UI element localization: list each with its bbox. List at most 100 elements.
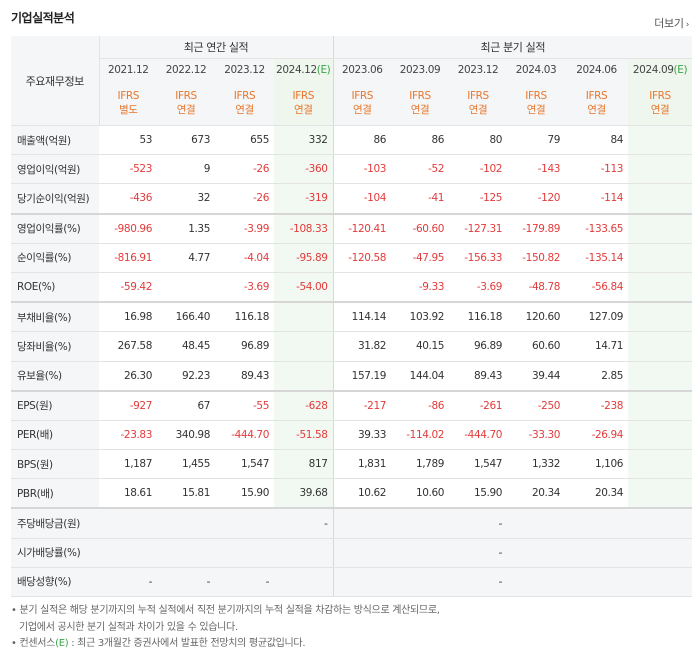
table-cell: -: [449, 567, 508, 598]
accounting-standard-cell: IFRS 연결: [333, 81, 392, 126]
consolidation-label: 연결: [650, 104, 670, 116]
period-header: 2024.03: [507, 58, 566, 81]
table-cell: 120.60: [507, 301, 566, 333]
table-cell: -102: [449, 154, 508, 185]
table-cell: [274, 567, 334, 598]
period-header: 2021.12: [99, 58, 157, 81]
table-cell: -95.89: [274, 243, 334, 273]
estimate-mark: (E): [316, 64, 331, 76]
table-row: BPS(원) 1,187 1,455 1,547 817 1,831 1,789 1,547 1…: [11, 449, 693, 480]
table-cell: 1.35: [157, 212, 215, 244]
period-row: 2021.12 2022.12 2023.12 2024.12(E) 2023.06 20…: [11, 58, 693, 81]
table-cell: -120.41: [333, 212, 392, 244]
table-cell: -156.33: [449, 243, 508, 273]
table-cell: -: [99, 567, 157, 598]
period-header: 2024.09(E): [628, 58, 693, 81]
table-row: PBR(배) 18.61 15.81 15.90 39.68 10.62 10.60 15.9…: [11, 478, 693, 509]
row-label: 배당성향(%): [11, 567, 99, 598]
table-cell: 86: [333, 125, 392, 156]
row-header-label: 주요재무정보: [11, 36, 100, 126]
table-cell: 84: [565, 125, 629, 156]
table-row: 배당성향(%) - - - -: [11, 567, 693, 598]
quarter-group-header: 최근 분기 실적: [333, 36, 693, 59]
consolidation-label: 연결: [353, 104, 372, 116]
period-header: 2022.12: [157, 58, 215, 81]
table-cell: [628, 420, 693, 451]
table-cell: -238: [565, 389, 629, 421]
accounting-standard-cell: IFRS 별도: [99, 81, 157, 126]
table-cell: [157, 507, 215, 539]
row-label: EPS(원): [11, 389, 99, 421]
table-cell: -980.96: [99, 212, 157, 244]
table-cell: 89.43: [215, 361, 274, 392]
table-cell: -33.30: [507, 420, 566, 451]
chevron-right-icon: ›: [685, 20, 690, 30]
table-cell: 1,332: [507, 449, 566, 480]
table-row: 부채비율(%) 16.98 166.40 116.18 114.14 103.92 116.…: [11, 301, 693, 333]
table-row: ROE(%) -59.42 -3.69 -54.00 -9.33 -3.69 -48.78-…: [11, 272, 693, 303]
table-cell: 96.89: [449, 331, 508, 362]
row-label: 영업이익(억원): [11, 154, 99, 185]
table-cell: [628, 183, 693, 215]
table-row: 유보율(%) 26.30 92.23 89.43 157.19 144.04 89.43 39…: [11, 361, 693, 392]
note-consensus-label: 컨센서스: [19, 638, 56, 649]
table-cell: 79: [507, 125, 566, 156]
table-cell: 15.90: [449, 478, 508, 509]
more-label[interactable]: 더보기: [654, 17, 684, 30]
table-cell: -523: [99, 154, 157, 185]
table-cell: 48.45: [157, 331, 215, 362]
table-cell: -48.78: [507, 272, 566, 303]
table-cell: -4.04: [215, 243, 274, 273]
table-cell: [274, 361, 334, 392]
row-label: PER(배): [11, 420, 99, 451]
row-label: 당기순이익(억원): [11, 183, 99, 215]
ifrs-label: IFRS: [525, 90, 547, 102]
table-cell: -26: [215, 183, 274, 215]
table-cell: -120.58: [333, 243, 392, 273]
table-cell: [215, 538, 274, 568]
table-cell: 340.98: [157, 420, 215, 451]
table-cell: 20.34: [565, 478, 629, 509]
table-cell: 817: [274, 449, 334, 480]
table-cell: 16.98: [99, 301, 157, 333]
table-cell: [99, 538, 157, 568]
table-cell: -125: [449, 183, 508, 215]
row-label: 매출액(억원): [11, 125, 99, 156]
table-cell: [628, 538, 693, 568]
table-cell: 10.62: [333, 478, 392, 509]
accounting-standard-cell: IFRS 연결: [565, 81, 629, 126]
note-consensus-text: : 최근 3개월간 증권사에서 발표한 전망치의 평균값입니다.: [71, 638, 306, 649]
consolidation-label: 연결: [235, 104, 254, 116]
table-cell: -60.60: [391, 212, 450, 244]
table-cell: 103.92: [391, 301, 450, 333]
table-cell: [628, 331, 693, 362]
consolidation-label: 연결: [176, 104, 196, 116]
ifrs-label: IFRS: [409, 90, 431, 102]
note-line-2: 기업에서 공시한 분기 실적과 차이가 있을 수 있습니다.: [19, 622, 238, 633]
period-label: 2024.12: [276, 64, 317, 76]
period-label: 2023.12: [457, 64, 499, 76]
table-cell: -628: [274, 389, 334, 421]
table-cell: -: [215, 567, 274, 598]
note-line-3: • 컨센서스(E) : 최근 3개월간 증권사에서 발표한 전망치의 평균값입니…: [11, 638, 306, 649]
table-cell: [628, 449, 693, 480]
table-cell: -108.33: [274, 212, 334, 244]
table-cell: 10.60: [391, 478, 450, 509]
table-cell: 92.23: [157, 361, 215, 392]
row-label: 시가배당률(%): [11, 538, 99, 568]
more-link[interactable]: 더보기 ›: [654, 15, 689, 31]
table-cell: 89.43: [449, 361, 508, 392]
table-cell: [157, 272, 215, 303]
consolidation-label: 연결: [526, 104, 546, 116]
table-cell: 332: [274, 125, 334, 156]
table-cell: [507, 507, 566, 539]
table-cell: -59.42: [99, 272, 157, 303]
row-label: 순이익률(%): [11, 243, 99, 273]
table-cell: [391, 567, 450, 598]
table-cell: 1,187: [99, 449, 157, 480]
table-cell: -250: [507, 389, 566, 421]
row-label: 영업이익률(%): [11, 212, 99, 244]
table-cell: 15.90: [215, 478, 274, 509]
table-row: 주당배당금(원) - -: [11, 507, 693, 539]
table-cell: 9: [157, 154, 215, 185]
